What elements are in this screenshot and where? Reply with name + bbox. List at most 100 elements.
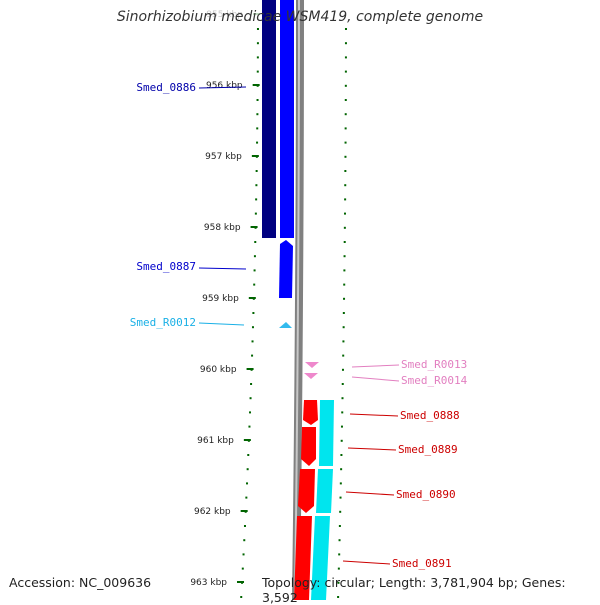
guide-dot: [344, 127, 347, 130]
guide-dot: [339, 482, 342, 485]
gene-leader-line: [342, 560, 391, 565]
guide-dot: [256, 127, 259, 130]
guide-dot: [255, 170, 258, 172]
guide-dot: [340, 454, 343, 456]
guide-dot: [344, 141, 347, 144]
guide-dot: [337, 581, 340, 584]
guide-dot: [241, 567, 244, 570]
guide-dot: [256, 56, 259, 59]
guide-dot: [344, 42, 347, 45]
guide-dot: [343, 241, 346, 243]
guide-dot: [242, 553, 245, 556]
guide-dot: [341, 383, 344, 385]
feature-smed-r0014[interactable]: [304, 373, 318, 379]
gene-label-smed-0889[interactable]: Smed_0889: [398, 443, 458, 456]
gene-leader-line: [198, 267, 247, 270]
gene-label-smed-0890[interactable]: Smed_0890: [396, 488, 456, 501]
ruler-tick-label: 960 kbp: [200, 365, 237, 375]
guide-dot: [340, 468, 343, 471]
feature-smed-0886-dark[interactable]: [262, 0, 276, 238]
guide-dot: [339, 510, 342, 513]
guide-dot: [343, 212, 346, 215]
guide-dot: [256, 42, 259, 45]
ruler-tick: [237, 581, 245, 583]
gene-label-smed-r0014[interactable]: Smed_R0014: [401, 374, 468, 387]
coordinate-ruler: 955 kbp 956 kbp 957 kbp 958 kbp 959 kbp 960 k…: [190, 10, 260, 588]
ruler-tick: [246, 368, 254, 370]
cyan-feature-2[interactable]: [316, 469, 333, 513]
guide-dot: [338, 525, 341, 527]
guide-dot: [250, 383, 253, 385]
guide-dot: [246, 468, 249, 471]
ruler-tick-label: 963 kbp: [190, 578, 227, 588]
guide-dot: [337, 596, 340, 598]
ruler-tick-label: 958 kbp: [204, 223, 241, 233]
gene-leader-line: [351, 376, 400, 382]
feature-smed-0887[interactable]: [279, 240, 293, 298]
guide-dot: [249, 411, 252, 414]
backbone-highlight: [294, 0, 300, 601]
guide-dot: [256, 99, 259, 101]
gene-label-smed-r0012[interactable]: Smed_R0012: [130, 316, 196, 329]
guide-dot: [248, 425, 251, 428]
gene-label-smed-0886[interactable]: Smed_0886: [136, 81, 196, 94]
ruler-tick: [240, 510, 248, 512]
gene-label-smed-r0013[interactable]: Smed_R0013: [401, 358, 467, 371]
guide-dot: [255, 184, 258, 187]
guide-dot: [341, 411, 344, 414]
guide-dot: [344, 113, 347, 116]
feature-smed-0886-strand[interactable]: [280, 0, 294, 238]
feature-smed-0889[interactable]: [301, 427, 316, 466]
gene-label-smed-0888[interactable]: Smed_0888: [400, 409, 460, 422]
guide-dot: [340, 425, 343, 428]
guide-dot: [240, 596, 243, 598]
guide-dot: [337, 567, 340, 570]
gene-leader-line: [347, 447, 397, 451]
guide-dot: [247, 439, 250, 442]
guide-dot: [249, 397, 252, 400]
gene-label-smed-0887[interactable]: Smed_0887: [136, 260, 196, 273]
guide-dot: [251, 340, 254, 343]
guide-dot: [344, 170, 347, 172]
guide-dot: [342, 354, 345, 357]
guide-dot: [344, 28, 347, 30]
gene-label-smed-0891[interactable]: Smed_0891: [392, 557, 452, 570]
guide-dot: [343, 297, 346, 300]
ruler-tick: [250, 226, 258, 228]
guide-dot: [344, 184, 347, 187]
guide-dot: [338, 539, 341, 542]
guide-dot: [343, 255, 346, 258]
guide-dot: [344, 56, 347, 59]
guide-dot: [342, 340, 345, 343]
feature-smed-r0013[interactable]: [305, 362, 319, 368]
feature-smed-0891[interactable]: [294, 516, 312, 600]
ruler-tick: [252, 84, 260, 86]
cyan-feature-1[interactable]: [319, 400, 334, 466]
feature-smed-0888[interactable]: [303, 400, 318, 425]
guide-dot: [256, 28, 259, 30]
guide-dot: [343, 269, 346, 272]
guide-dot: [341, 368, 344, 371]
feature-smed-0890[interactable]: [298, 469, 315, 513]
cyan-feature-3[interactable]: [311, 516, 330, 600]
genome-title: Sinorhizobium medicae WSM419, complete g…: [116, 9, 484, 25]
guide-dot: [256, 84, 259, 87]
gene-leader-line: [345, 491, 395, 496]
guide-dot: [343, 283, 346, 286]
gene-labels: Smed_0886 Smed_0887 Smed_R0012 Smed_R0013 Sm…: [130, 81, 468, 570]
guide-dot: [340, 439, 343, 442]
guide-dot: [344, 84, 347, 87]
guide-dot: [251, 354, 254, 357]
guide-dot: [255, 198, 258, 201]
ruler-tick: [243, 439, 251, 441]
guide-dot: [253, 269, 256, 272]
guide-dot: [256, 141, 259, 144]
gene-leader-line: [198, 322, 245, 326]
ruler-tick-label: 955 kbp: [206, 10, 243, 20]
feature-smed-r0012[interactable]: [279, 322, 292, 328]
guide-dot: [342, 312, 345, 314]
guide-dot: [253, 255, 256, 258]
guide-dot: [256, 70, 259, 73]
guide-dot: [241, 581, 244, 584]
